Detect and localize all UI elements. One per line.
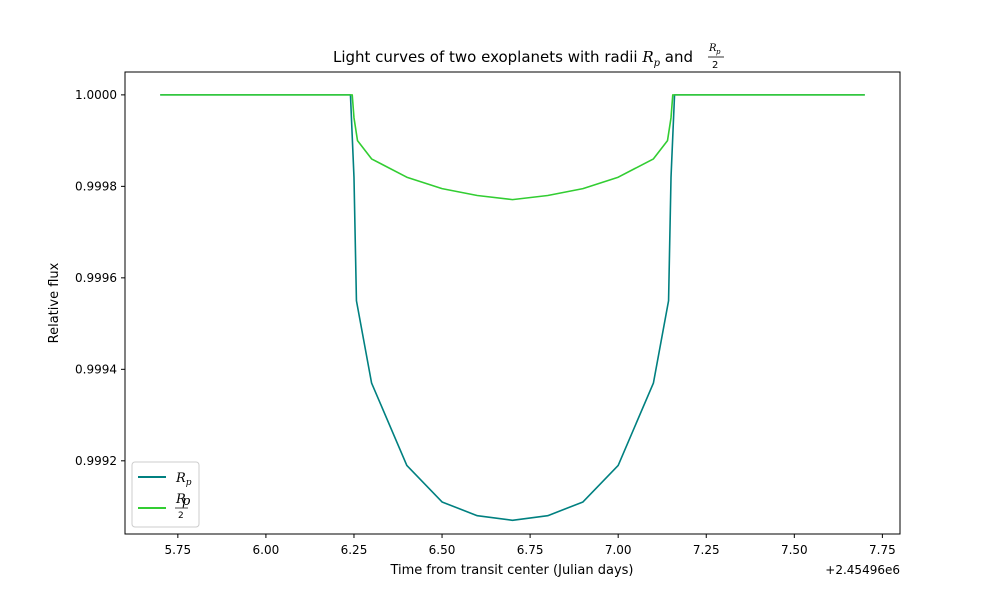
- x-tick-label: 7.00: [605, 543, 632, 557]
- x-tick-label: 6.00: [253, 543, 280, 557]
- y-tick-label: 0.9992: [75, 454, 117, 468]
- y-axis: 0.9992 0.9994 0.9996 0.9998 1.0000: [75, 88, 125, 468]
- x-tick-label: 6.75: [517, 543, 544, 557]
- series-layer: [160, 94, 865, 522]
- title-fraction-denominator: 2: [712, 60, 718, 71]
- title-fraction-p: p: [716, 48, 721, 56]
- y-tick-label: 1.0000: [75, 88, 117, 102]
- legend-half-r: R: [175, 492, 186, 507]
- title-fraction-r: R: [708, 43, 717, 54]
- legend-half-sub: p: [182, 494, 191, 509]
- plot-area: [124, 71, 901, 535]
- legend: Rp R p 2: [131, 461, 200, 528]
- y-tick-label: 0.9994: [75, 362, 117, 376]
- legend-rp-r: R: [175, 471, 186, 486]
- y-tick-label: 0.9996: [75, 271, 117, 285]
- legend-label-rp-half: R p 2: [175, 492, 191, 521]
- title-p-subscript: p: [654, 58, 661, 69]
- legend-half-denominator: 2: [178, 511, 184, 521]
- series-line-rp-half: [160, 94, 865, 201]
- title-and: and: [660, 48, 693, 66]
- title-fraction: R p 2: [708, 43, 724, 71]
- x-tick-label: 6.25: [341, 543, 368, 557]
- x-tick-label: 7.50: [781, 543, 808, 557]
- chart-title: Light curves of two exoplanets with radi…: [333, 48, 693, 69]
- x-tick-label: 5.75: [164, 543, 191, 557]
- x-axis: 5.75 6.00 6.25 6.50 6.75 7.00 7.25 7.50 7.75: [164, 534, 896, 557]
- x-tick-label: 7.25: [693, 543, 720, 557]
- legend-label-rp: Rp: [175, 471, 192, 488]
- x-axis-label: Time from transit center (Julian days): [389, 563, 633, 578]
- legend-box: [131, 461, 200, 528]
- x-tick-label: 7.75: [869, 543, 896, 557]
- x-tick-label: 6.50: [429, 543, 456, 557]
- legend-rp-sub: p: [186, 478, 192, 488]
- y-axis-label: Relative flux: [47, 262, 62, 343]
- title-r-symbol: R: [641, 48, 653, 66]
- y-tick-label: 0.9998: [75, 179, 117, 193]
- title-prefix: Light curves of two exoplanets with radi…: [333, 48, 642, 66]
- series-line-rp: [160, 94, 865, 522]
- x-offset-label: +2.45496e6: [825, 563, 900, 577]
